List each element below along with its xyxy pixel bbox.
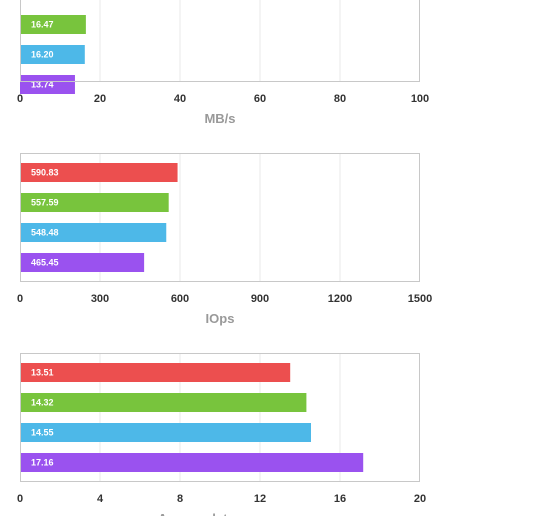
bar-value-label: 548.48: [31, 228, 59, 238]
x-axis-title: IOps: [206, 311, 235, 326]
bar: [20, 423, 311, 442]
bar: [20, 253, 145, 272]
bar: [20, 15, 86, 34]
plot-frame: [20, 353, 420, 482]
bar: [20, 363, 291, 382]
x-tick-label: 40: [174, 93, 186, 105]
bar: [20, 393, 307, 412]
x-tick-label: 16: [334, 493, 346, 505]
x-tick-label: 0: [17, 93, 23, 105]
bar-value-label: 14.32: [31, 398, 54, 408]
plot-frame: [20, 0, 420, 82]
x-tick-label: 0: [17, 293, 23, 305]
bar-value-label: 17.16: [31, 458, 54, 468]
bar-value-label: 557.59: [31, 198, 59, 208]
x-tick-label: 0: [17, 493, 23, 505]
x-tick-label: 8: [177, 493, 183, 505]
plot-frame: [20, 153, 420, 282]
bar-value-label: 13.51: [31, 368, 54, 378]
x-tick-label: 900: [251, 293, 269, 305]
bar: [20, 75, 75, 94]
x-tick-label: 300: [91, 293, 109, 305]
x-axis-title: MB/s: [204, 111, 235, 126]
bar-value-label: 13.74: [31, 80, 54, 90]
x-tick-label: 12: [254, 493, 266, 505]
bar: [20, 45, 85, 64]
x-tick-label: 1200: [328, 293, 352, 305]
x-tick-label: 4: [97, 493, 104, 505]
x-tick-label: 1500: [408, 293, 432, 305]
bar: [20, 193, 169, 212]
bar-value-label: 14.55: [31, 428, 54, 438]
x-tick-label: 80: [334, 93, 346, 105]
x-tick-label: 60: [254, 93, 266, 105]
bar-value-label: 16.20: [31, 50, 54, 60]
x-tick-label: 20: [94, 93, 106, 105]
x-axis-title: Average latency, ms: [158, 511, 282, 516]
bar-value-label: 16.47: [31, 20, 54, 30]
bar: [20, 223, 167, 242]
bar-value-label: 590.83: [31, 168, 59, 178]
x-tick-label: 600: [171, 293, 189, 305]
bar-value-label: 465.45: [31, 258, 59, 268]
x-tick-label: 100: [411, 93, 429, 105]
x-tick-label: 20: [414, 493, 426, 505]
bar: [20, 453, 364, 472]
bar: [20, 163, 178, 182]
